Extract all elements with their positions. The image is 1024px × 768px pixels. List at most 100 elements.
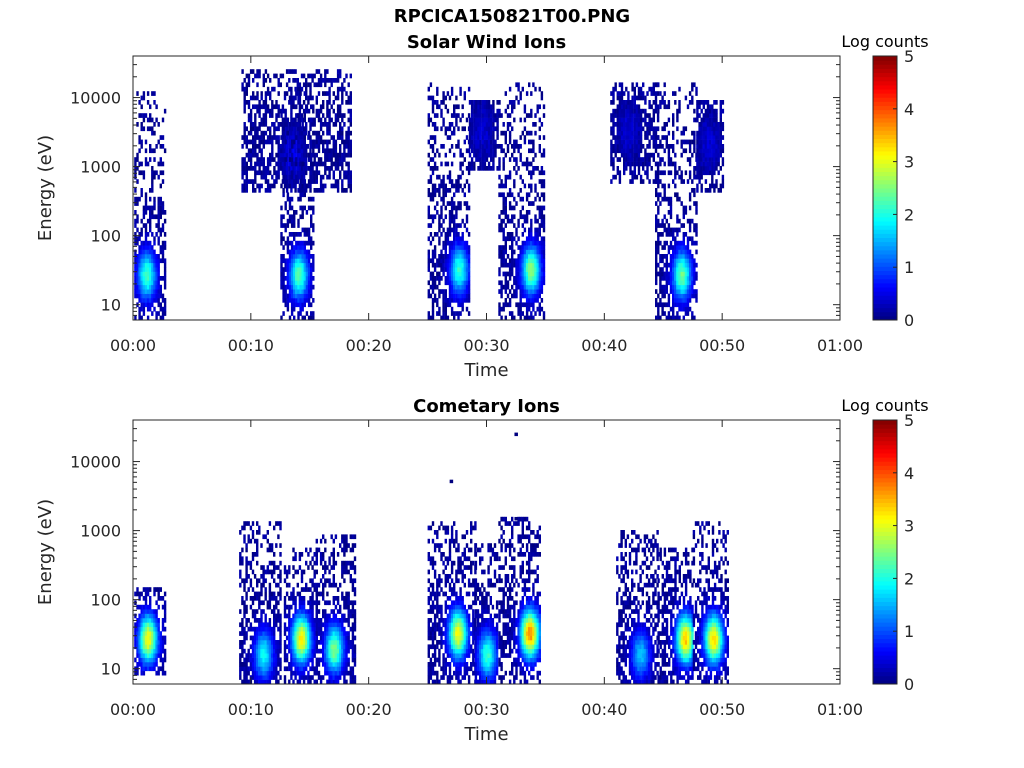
heatmap-cell [273, 618, 276, 623]
colorbar-segment [873, 89, 897, 94]
heatmap-cell [279, 613, 282, 619]
heatmap-cell [151, 276, 154, 281]
heatmap-cell [138, 262, 141, 268]
heatmap-cell [455, 240, 458, 246]
heatmap-cell [470, 157, 474, 162]
heatmap-cell [310, 157, 313, 162]
heatmap-cell [290, 108, 293, 114]
heatmap-cell [319, 122, 323, 127]
heatmap-cell [310, 240, 313, 246]
heatmap-cell [680, 240, 683, 246]
heatmap-cell [294, 139, 297, 145]
heatmap-cell [465, 254, 469, 259]
heatmap-cell [151, 618, 154, 623]
heatmap-cell [719, 126, 722, 132]
heatmap-cell [290, 218, 294, 224]
heatmap-cell [706, 108, 710, 114]
heatmap-cell [256, 662, 259, 667]
heatmap-cell [155, 640, 158, 645]
heatmap-cell [635, 139, 639, 145]
heatmap-cell [498, 113, 501, 118]
heatmap-cell [239, 644, 242, 650]
heatmap-cell [136, 289, 139, 294]
heatmap-cell [525, 236, 529, 242]
heatmap-cell [614, 86, 617, 92]
heatmap-cell [463, 240, 466, 246]
heatmap-cell [294, 148, 297, 154]
heatmap-cell [433, 183, 437, 189]
heatmap-cell [542, 196, 546, 202]
heatmap-cell [332, 78, 335, 83]
heatmap-cell [517, 100, 520, 105]
heatmap-cell [290, 139, 294, 145]
heatmap-cell [330, 148, 333, 154]
heatmap-cell [496, 122, 499, 127]
heatmap-cell [144, 276, 148, 281]
heatmap-cell [290, 622, 293, 628]
heatmap-cell [459, 280, 462, 286]
heatmap-cell [492, 148, 495, 154]
heatmap-cell [433, 166, 437, 171]
heatmap-cell [328, 152, 331, 158]
heatmap-cell [155, 280, 158, 286]
colorbar-tick-label: 4 [904, 100, 914, 119]
heatmap-cell [500, 223, 503, 228]
heatmap-cell [620, 86, 624, 92]
heatmap-cell [310, 214, 313, 220]
heatmap-cell [475, 122, 478, 127]
heatmap-cell [453, 249, 456, 255]
heatmap-cell [347, 166, 350, 171]
heatmap-cell [275, 679, 278, 685]
heatmap-cell [459, 240, 462, 246]
heatmap-cell [625, 166, 628, 171]
heatmap-cell [151, 289, 154, 294]
heatmap-cell [538, 104, 541, 110]
heatmap-cell [672, 293, 675, 299]
heatmap-cell [322, 183, 325, 189]
heatmap-cell [698, 166, 701, 171]
heatmap-cell [652, 108, 655, 114]
heatmap-cell [654, 174, 658, 180]
heatmap-cell [266, 166, 270, 171]
heatmap-cell [433, 161, 437, 167]
heatmap-cell [700, 135, 703, 140]
heatmap-cell [431, 276, 435, 281]
heatmap-cell [453, 276, 456, 281]
heatmap-cell [305, 258, 309, 264]
heatmap-cell [678, 227, 681, 233]
heatmap-cell [682, 293, 685, 299]
heatmap-cell [500, 218, 503, 224]
heatmap-cell [616, 166, 619, 171]
heatmap-cell [511, 311, 514, 316]
heatmap-cell [540, 298, 544, 303]
heatmap-cell [258, 122, 261, 127]
heatmap-cell [142, 210, 146, 215]
heatmap-cell [330, 117, 333, 123]
heatmap-cell [534, 289, 537, 294]
heatmap-cell [311, 73, 314, 79]
heatmap-cell [245, 670, 248, 676]
heatmap-cell [268, 670, 272, 676]
heatmap-cell [676, 196, 679, 202]
heatmap-cell [538, 86, 541, 92]
heatmap-cell [303, 284, 306, 290]
heatmap-cell [463, 271, 466, 277]
heatmap-cell [345, 135, 348, 140]
heatmap-cell [313, 73, 316, 79]
heatmap-cell [528, 258, 531, 264]
heatmap-cell [532, 249, 535, 255]
heatmap-cell [680, 245, 683, 250]
heatmap-cell [704, 144, 708, 149]
heatmap-cell [676, 254, 679, 259]
heatmap-cell [657, 108, 660, 114]
heatmap-cell [695, 276, 698, 281]
heatmap-cell [629, 161, 632, 167]
heatmap-cell [243, 161, 246, 167]
heatmap-cell [511, 218, 514, 224]
colorbar-segment [873, 192, 897, 197]
heatmap-cell [290, 170, 294, 176]
heatmap-cell [492, 117, 495, 123]
heatmap-cell [243, 648, 246, 654]
heatmap-cell [163, 276, 167, 281]
heatmap-cell [254, 174, 257, 180]
